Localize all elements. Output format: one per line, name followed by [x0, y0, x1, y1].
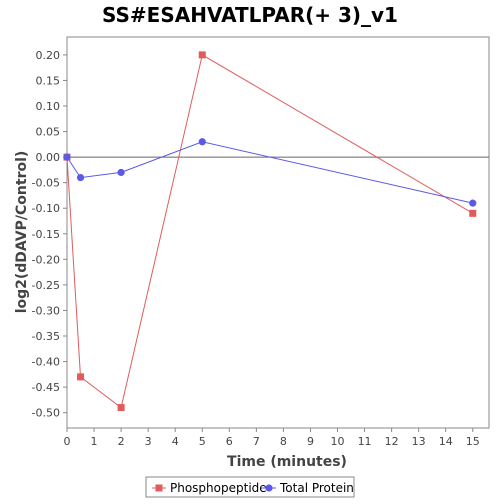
x-tick-label: 4 — [172, 435, 179, 448]
data-point-1 — [117, 168, 125, 177]
data-point-1 — [198, 138, 206, 146]
data-point-1 — [76, 173, 85, 182]
x-tick-label: 13 — [412, 435, 426, 448]
x-tick-label: 9 — [307, 435, 314, 448]
x-tick-label: 14 — [439, 435, 453, 448]
legend-marker-0 — [155, 484, 163, 492]
y-tick-label: -0.20 — [32, 253, 60, 266]
data-point-1 — [63, 153, 71, 161]
y-tick-label: -0.05 — [32, 177, 60, 190]
legend-box — [145, 476, 355, 498]
y-tick-label: -0.45 — [32, 381, 60, 394]
x-tick-label: 11 — [358, 435, 372, 448]
y-tick-label: 0.05 — [36, 126, 61, 139]
chart-title: SS#ESAHVATLPAR(+ 3)_v1 — [102, 3, 398, 27]
x-tick-label: 15 — [466, 435, 480, 448]
y-tick-label: 0.00 — [36, 151, 61, 164]
legend-label-0: Phosphopeptide — [170, 481, 267, 495]
x-tick-label: 8 — [280, 435, 287, 448]
data-point-0 — [469, 209, 477, 217]
x-tick-label: 0 — [64, 435, 71, 448]
x-tick-label: 1 — [91, 435, 98, 448]
x-tick-label: 12 — [385, 435, 399, 448]
plot-area — [66, 36, 490, 429]
legend-items: Phosphopeptide Total Protein — [152, 481, 354, 495]
legend-label-1: Total Protein — [279, 481, 354, 495]
data-point-0 — [77, 373, 85, 381]
y-axis-ticks: 0.20 0.15 0.10 0.05 0.00 -0.05 -0.10 -0.15 -0.20… — [32, 49, 67, 420]
legend-marker-1 — [265, 484, 273, 492]
data-point-1 — [469, 199, 477, 207]
data-point-0 — [117, 404, 125, 412]
x-tick-label: 3 — [145, 435, 152, 448]
data-point-0 — [198, 51, 206, 59]
x-tick-label: 10 — [331, 435, 345, 448]
x-axis-ticks: 0 1 2 3 4 5 6 7 8 9 10 11 12 13 14 15 — [64, 428, 480, 448]
legend: Phosphopeptide Total Protein — [145, 476, 355, 498]
x-axis-label: Time (minutes) — [227, 454, 347, 470]
y-axis-label: log2(dDAVP/Control) — [14, 151, 30, 314]
y-tick-label: -0.30 — [32, 304, 60, 317]
y-tick-label: -0.40 — [32, 356, 60, 369]
x-tick-label: 6 — [226, 435, 233, 448]
y-tick-label: 0.20 — [36, 49, 61, 62]
series-markers — [63, 51, 477, 412]
y-tick-label: 0.10 — [36, 100, 61, 113]
y-tick-label: -0.10 — [32, 202, 60, 215]
x-tick-label: 7 — [253, 435, 260, 448]
y-tick-label: -0.15 — [32, 228, 60, 241]
y-tick-label: -0.25 — [32, 279, 60, 292]
x-tick-label: 5 — [199, 435, 206, 448]
y-tick-label: -0.35 — [32, 330, 60, 343]
y-tick-label: 0.15 — [36, 74, 61, 87]
x-tick-label: 2 — [118, 435, 125, 448]
y-tick-label: -0.50 — [32, 407, 60, 420]
